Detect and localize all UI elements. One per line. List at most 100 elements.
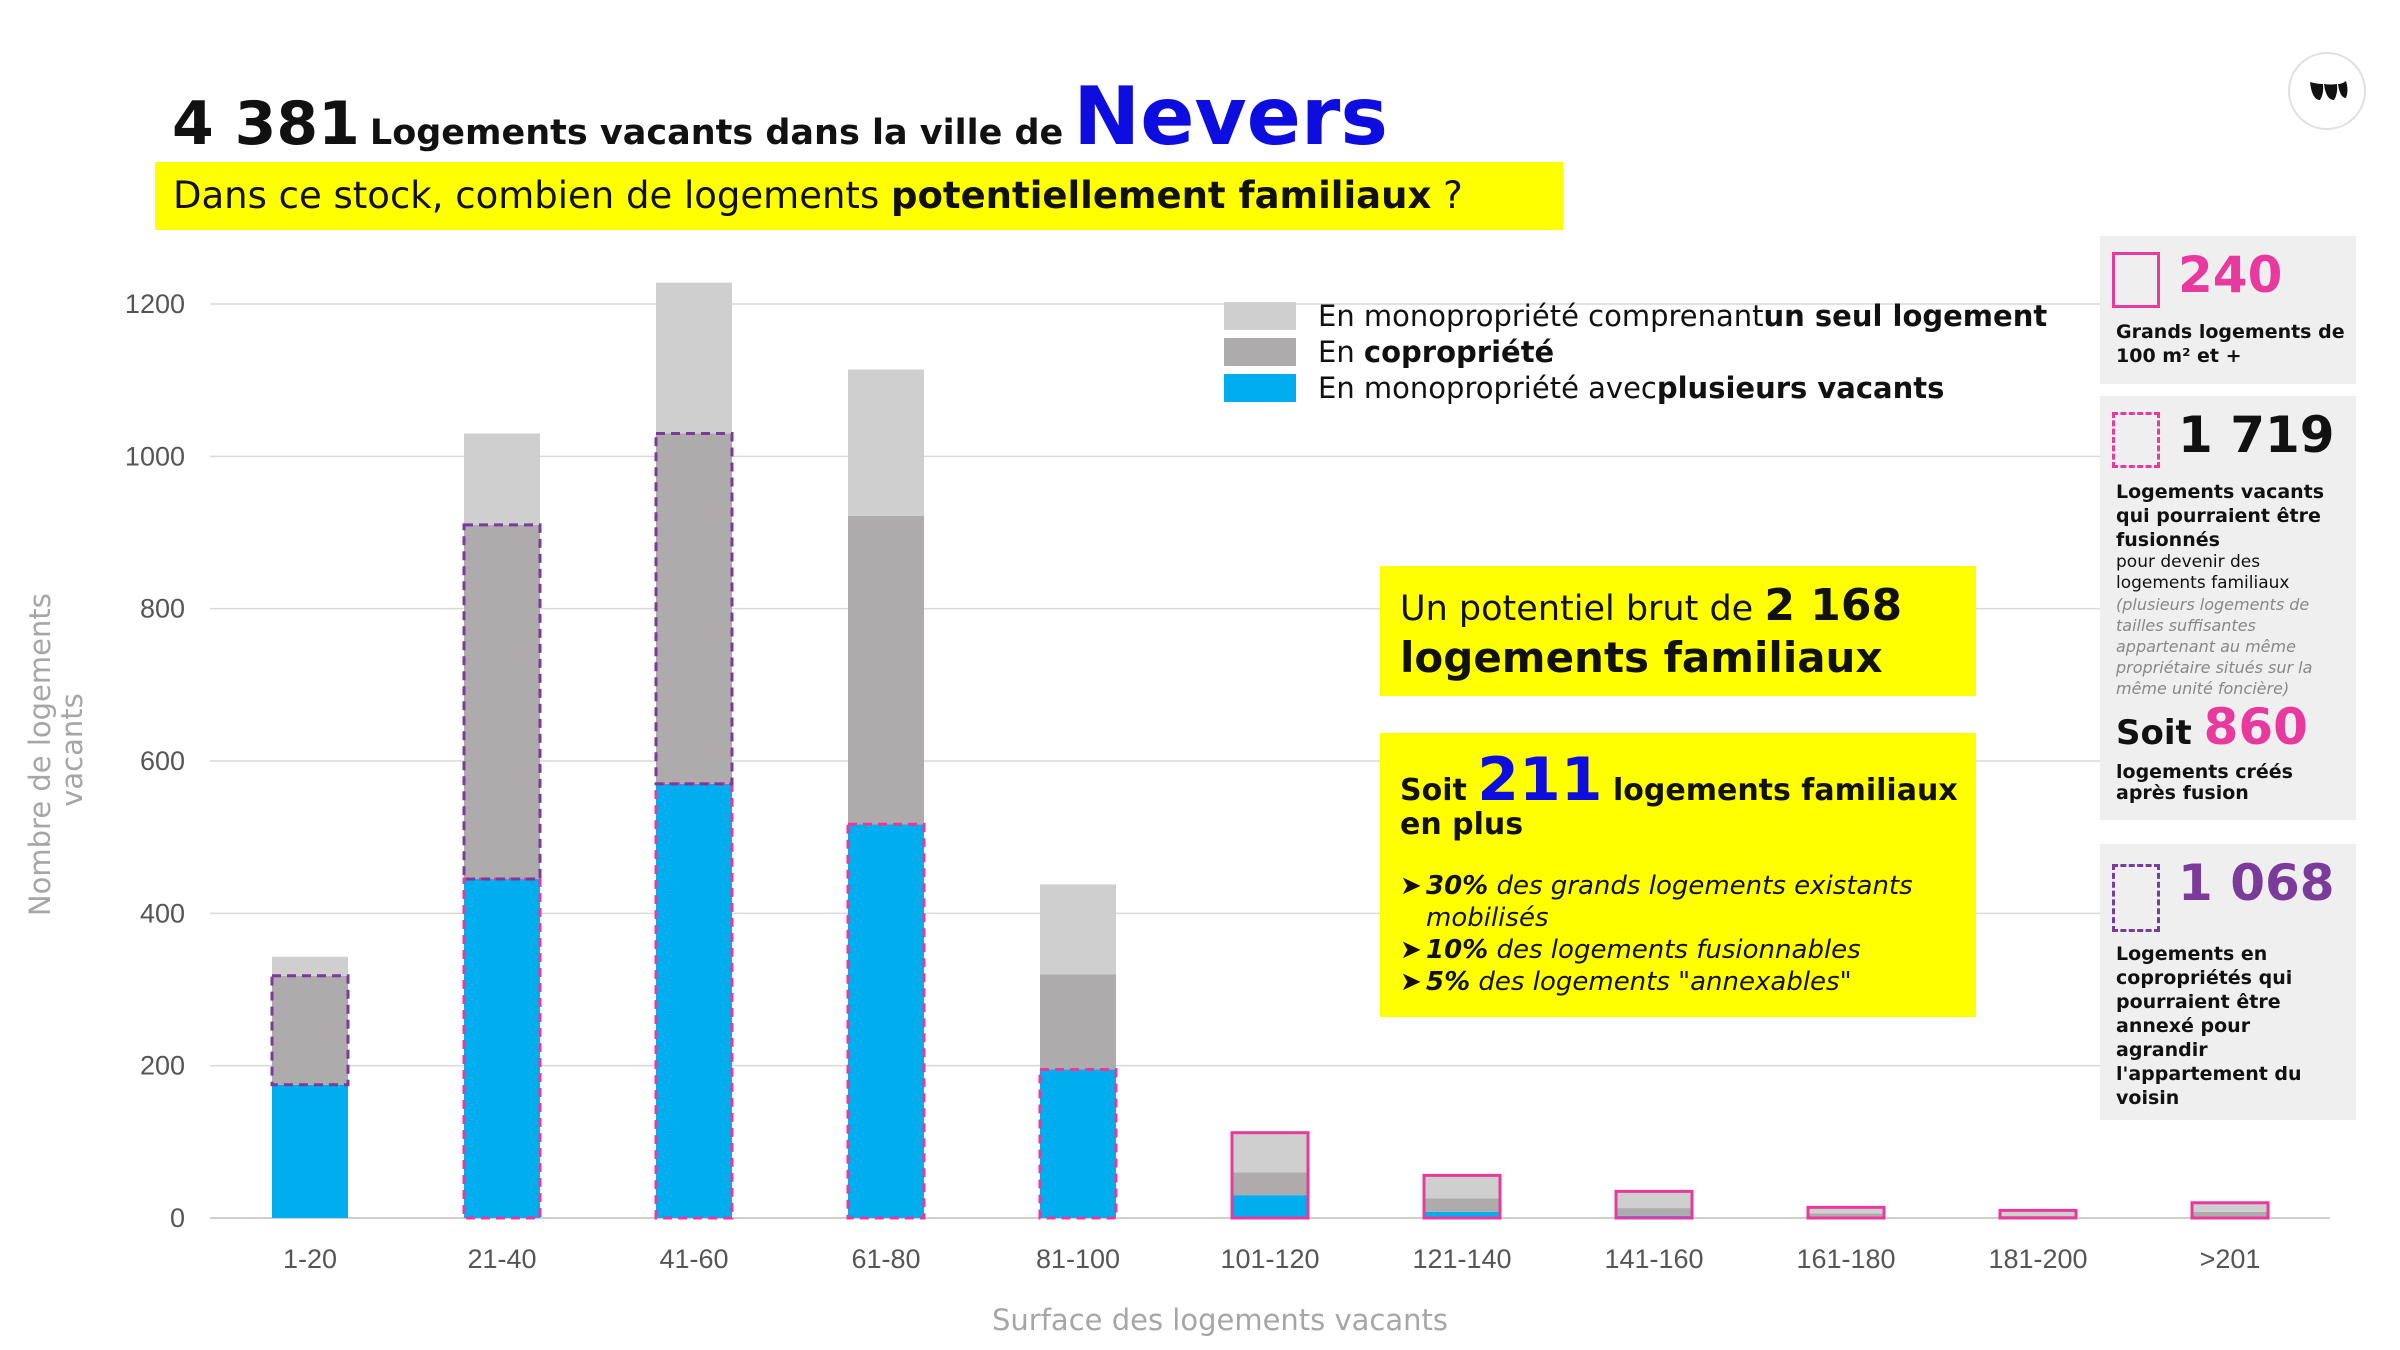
highlight-frame — [1614, 1189, 1694, 1220]
panel-text: Logements en copropriétés qui pourraient… — [2116, 943, 2302, 1109]
highlight-frame — [270, 974, 350, 1087]
legend-bold: un seul logement — [1763, 299, 2048, 333]
logo-icon — [2310, 81, 2348, 100]
bar-segment — [848, 824, 924, 1218]
subtitle-part2: ? — [1431, 174, 1463, 217]
highlight-frame — [846, 822, 926, 1220]
y-axis-ticks: 0 200 400 600 800 1000 1200 — [125, 289, 185, 1233]
y-tick-label: 600 — [140, 746, 185, 776]
list-item: ➤ 5% des logements "annexables" — [1400, 966, 1976, 998]
x-tick-label: 141-160 — [1604, 1244, 1703, 1274]
panel-value: 1 068 — [2178, 854, 2335, 912]
x-axis-ticks: 1-20 21-40 41-60 61-80 81-100 101-120 121-140 1… — [283, 1244, 2260, 1274]
highlight-frame — [1998, 1208, 2078, 1220]
legend-swatch — [1224, 374, 1296, 402]
bar-segment — [1424, 1198, 1500, 1212]
bar-segment — [464, 433, 540, 525]
subtitle-part1: Dans ce stock, combien de logements — [173, 174, 891, 217]
y-axis-label-line1: Nombre de logements — [23, 593, 57, 916]
panel-text: Grands logements de 100 m² et + — [2116, 321, 2345, 367]
bar-segment — [272, 975, 348, 1085]
extra-bullets: ➤ 30% des grands logements existants mobi… — [1400, 870, 1976, 998]
bar-segment — [656, 783, 732, 1218]
panel-soit: Soit 860 — [2116, 702, 2348, 756]
y-tick-label: 400 — [140, 898, 185, 928]
extra-soit: Soit — [1400, 773, 1478, 808]
pink-dashed-square-icon — [2112, 412, 2160, 468]
y-axis-label: Nombre de logements vacants — [23, 584, 89, 916]
bar-segment — [1040, 884, 1116, 975]
extra-box: Soit 211 logements familiaux en plus ➤ 30… — [1380, 733, 1976, 1017]
arrow-bullet-icon: ➤ — [1400, 967, 1422, 997]
bar-segment — [1616, 1191, 1692, 1209]
bar-segment — [272, 956, 348, 976]
bullet-bold: 5% — [1426, 967, 1471, 997]
x-tick-label: 1-20 — [283, 1244, 337, 1274]
potential-text: Un potentiel brut de — [1400, 589, 1765, 629]
bar-segment — [2192, 1202, 2268, 1212]
legend-text: En monopropriété comprenant — [1318, 299, 1764, 333]
bar-segment — [656, 282, 732, 434]
potential-line2: logements familiaux — [1400, 633, 1883, 682]
legend-swatch — [1224, 338, 1296, 366]
x-tick-label: 21-40 — [467, 1244, 536, 1274]
bar-segment — [1808, 1213, 1884, 1217]
legend-item-copro: En copropriété — [1224, 334, 2047, 370]
pink-square-icon — [2112, 252, 2160, 308]
bar-segment — [1424, 1211, 1500, 1218]
panel-text: Logements vacants qui pourraient être fu… — [2116, 480, 2348, 699]
x-tick-label: 181-200 — [1988, 1244, 2087, 1274]
chart-legend: En monopropriété comprenant un seul loge… — [1224, 298, 2047, 406]
legend-text: En — [1318, 335, 1355, 369]
highlight-frame — [654, 431, 734, 786]
list-item: ➤ 30% des grands logements existants mobi… — [1400, 870, 1976, 934]
legend-item-mono-multi: En monopropriété avec plusieurs vacants — [1224, 370, 2047, 406]
panel-soit-text: logements créés après fusion — [2116, 761, 2293, 804]
bullet-bold: 10% — [1426, 935, 1489, 965]
bar-segment — [1232, 1132, 1308, 1173]
highlight-frame — [1422, 1173, 1502, 1220]
panel-large-dwellings: 240 Grands logements de 100 m² et + — [2100, 236, 2356, 384]
bar-segment — [1808, 1207, 1884, 1214]
purple-dashed-square-icon — [2112, 864, 2160, 932]
x-tick-label: 61-80 — [851, 1244, 920, 1274]
y-tick-label: 800 — [140, 594, 185, 624]
extra-value: 211 — [1477, 745, 1603, 815]
panel-soit-label: Soit — [2116, 713, 2204, 753]
potential-value: 2 168 — [1764, 580, 1903, 631]
y-tick-label: 200 — [140, 1051, 185, 1081]
panel-mergeable: 1 719 Logements vacants qui pourraient ê… — [2100, 396, 2356, 820]
bullet-text: des grands logements existants mobilisés — [1426, 871, 1913, 933]
bar-segment — [848, 369, 924, 516]
bullet-bold: 30% — [1426, 871, 1489, 901]
bar-segment — [272, 1084, 348, 1218]
extra-line2: en plus — [1400, 807, 1524, 842]
title-count: 4 381 — [172, 89, 360, 159]
legend-bold: copropriété — [1363, 335, 1555, 369]
arrow-bullet-icon: ➤ — [1400, 871, 1422, 901]
panel-value: 1 719 — [2178, 406, 2335, 464]
highlight-frame — [462, 523, 542, 881]
bar-segment — [464, 524, 540, 880]
chart-bars — [272, 282, 2268, 1218]
x-tick-label: 101-120 — [1220, 1244, 1319, 1274]
chart-highlights — [270, 431, 2270, 1220]
panel-annexable: 1 068 Logements en copropriétés qui pour… — [2100, 844, 2356, 1120]
legend-item-mono-one: En monopropriété comprenant un seul loge… — [1224, 298, 2047, 334]
bar-segment — [464, 879, 540, 1218]
y-tick-label: 1200 — [125, 289, 185, 319]
bar-segment — [1040, 1069, 1116, 1218]
bar-segment — [1040, 974, 1116, 1070]
x-axis-label: Surface des logements vacants — [992, 1303, 1448, 1337]
y-axis-label-line2: vacants — [55, 693, 89, 807]
panel-value: 240 — [2178, 246, 2283, 304]
legend-swatch — [1224, 302, 1296, 330]
extra-rest: logements familiaux — [1602, 773, 1958, 808]
bar-segment — [848, 515, 924, 825]
panel-soit-value: 860 — [2203, 698, 2308, 756]
title-city: Nevers — [1073, 70, 1388, 163]
panel-text-small: pour devenir des logements familiaux — [2116, 552, 2290, 593]
title-text: Logements vacants dans la ville de — [369, 113, 1064, 153]
arrow-bullet-icon: ➤ — [1400, 935, 1422, 965]
panel-text-main: Logements vacants qui pourraient être fu… — [2116, 481, 2325, 551]
